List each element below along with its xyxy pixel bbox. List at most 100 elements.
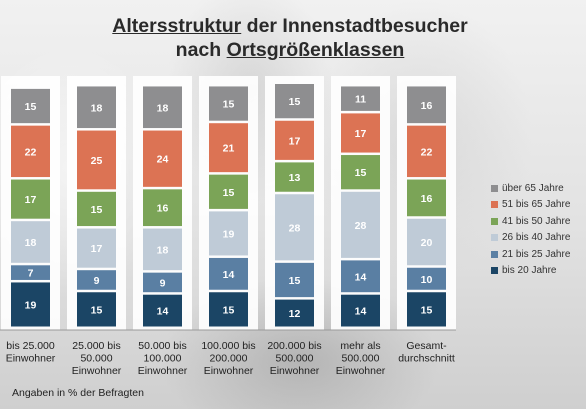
data-label: 9: [94, 275, 100, 287]
legend-item: über 65 Jahre: [491, 180, 570, 197]
bar-segment: [77, 228, 116, 268]
data-label: 15: [355, 167, 367, 179]
bar-segment: [341, 260, 380, 293]
bar-segment: [275, 299, 314, 327]
bar-segment: [11, 282, 50, 327]
data-label: 14: [157, 306, 169, 318]
data-label: 28: [355, 220, 367, 232]
category-label: 200.000 bis 500.000 Einwohner: [267, 340, 321, 377]
data-label: 15: [421, 304, 433, 316]
data-label: 19: [25, 299, 37, 311]
bar-segment: [275, 162, 314, 192]
footnote: Angaben in % der Befragten: [12, 387, 144, 399]
category-label: mehr als 500.000 Einwohner: [336, 340, 386, 377]
data-label: 15: [289, 96, 301, 108]
bar-segment: [407, 179, 446, 217]
bar-segment: [77, 270, 116, 290]
data-label: 25: [91, 155, 103, 167]
data-label: 20: [421, 237, 433, 249]
legend-item: 51 bis 65 Jahre: [491, 197, 570, 214]
legend-item: bis 20 Jahre: [491, 263, 570, 280]
data-label: 16: [421, 100, 433, 112]
legend-item: 21 bis 25 Jahre: [491, 246, 570, 263]
data-label: 18: [91, 102, 103, 114]
title-line-2-prefix: nach: [175, 39, 227, 61]
data-label: 12: [289, 308, 301, 320]
data-label: 17: [289, 135, 301, 147]
title-line-1: Altersstruktur der Innenstadtbesucher: [40, 14, 540, 38]
data-label: 15: [223, 187, 235, 199]
bar-segment: [11, 88, 50, 124]
legend-label: 21 bis 25 Jahre: [502, 248, 571, 260]
data-label: 18: [25, 237, 37, 249]
data-label: 11: [355, 94, 366, 106]
bar-segment: [407, 267, 446, 290]
legend-item: 41 bis 50 Jahre: [491, 213, 570, 230]
data-label: 21: [223, 143, 235, 155]
data-label: 15: [223, 304, 235, 316]
data-label: 15: [91, 304, 103, 316]
data-label: 18: [157, 244, 169, 256]
data-label: 22: [25, 146, 37, 158]
bar-segment: [77, 130, 116, 190]
data-label: 7: [28, 268, 34, 280]
bar-segment: [341, 155, 380, 190]
title-line-1-rest: der Innenstadtbesucher: [241, 15, 468, 37]
title-line-2: nach Ortsgrößenklassen: [40, 38, 540, 62]
data-label: 28: [289, 222, 301, 234]
data-label: 17: [91, 243, 103, 255]
category-label: 25.000 bis 50.000 Einwohner: [72, 340, 122, 377]
bar-segment: [143, 272, 182, 293]
chart-legend: über 65 Jahre 51 bis 65 Jahre 41 bis 50 Ja…: [491, 180, 570, 279]
legend-label: bis 20 Jahre: [502, 265, 557, 277]
bar-segment: [341, 86, 380, 111]
legend-label: 41 bis 50 Jahre: [502, 215, 571, 227]
data-label: 18: [157, 102, 169, 114]
legend-swatch: [491, 267, 498, 275]
data-label: 15: [223, 99, 235, 111]
data-label: 9: [160, 277, 166, 289]
bar-segment: [209, 257, 248, 290]
data-label: 16: [157, 203, 169, 215]
bar-segment: [209, 86, 248, 121]
bar-segment: [11, 125, 50, 178]
legend-label: 51 bis 65 Jahre: [502, 199, 571, 211]
bar-segment: [209, 292, 248, 327]
bar-segment: [275, 194, 314, 261]
bar-segment: [407, 125, 446, 178]
bar-segment: [341, 191, 380, 258]
data-label: 15: [91, 204, 103, 216]
data-label: 13: [289, 172, 301, 184]
bar-segment: [275, 262, 314, 298]
bar-segment: [77, 191, 116, 227]
bar-segment: [407, 218, 446, 266]
data-label: 24: [157, 154, 169, 166]
legend-swatch: [491, 250, 498, 258]
bar-segment: [209, 174, 248, 209]
legend-swatch: [491, 201, 498, 209]
bar-segment: [143, 294, 182, 327]
bar-segment: [407, 292, 446, 327]
data-label: 14: [355, 271, 367, 283]
bar-segment: [77, 292, 116, 327]
data-label: 22: [421, 146, 433, 158]
bar-segment: [209, 123, 248, 173]
bar-segment: [209, 211, 248, 256]
bar-segment: [11, 265, 50, 280]
bar-segment: [143, 189, 182, 227]
legend-label: über 65 Jahre: [502, 182, 564, 194]
legend-label: 26 bis 40 Jahre: [502, 232, 571, 244]
bar-segment: [407, 86, 446, 124]
category-label: 50.000 bis 100.000 Einwohner: [138, 340, 188, 377]
bar-segment: [11, 179, 50, 219]
data-label: 15: [289, 275, 301, 287]
data-label: 14: [355, 306, 367, 318]
data-label: 14: [223, 269, 235, 281]
legend-swatch: [491, 217, 498, 225]
data-label: 19: [223, 228, 235, 240]
data-label: 17: [355, 128, 367, 140]
legend-swatch: [491, 184, 498, 192]
data-label: 10: [421, 274, 433, 286]
bar-segment: [341, 113, 380, 153]
